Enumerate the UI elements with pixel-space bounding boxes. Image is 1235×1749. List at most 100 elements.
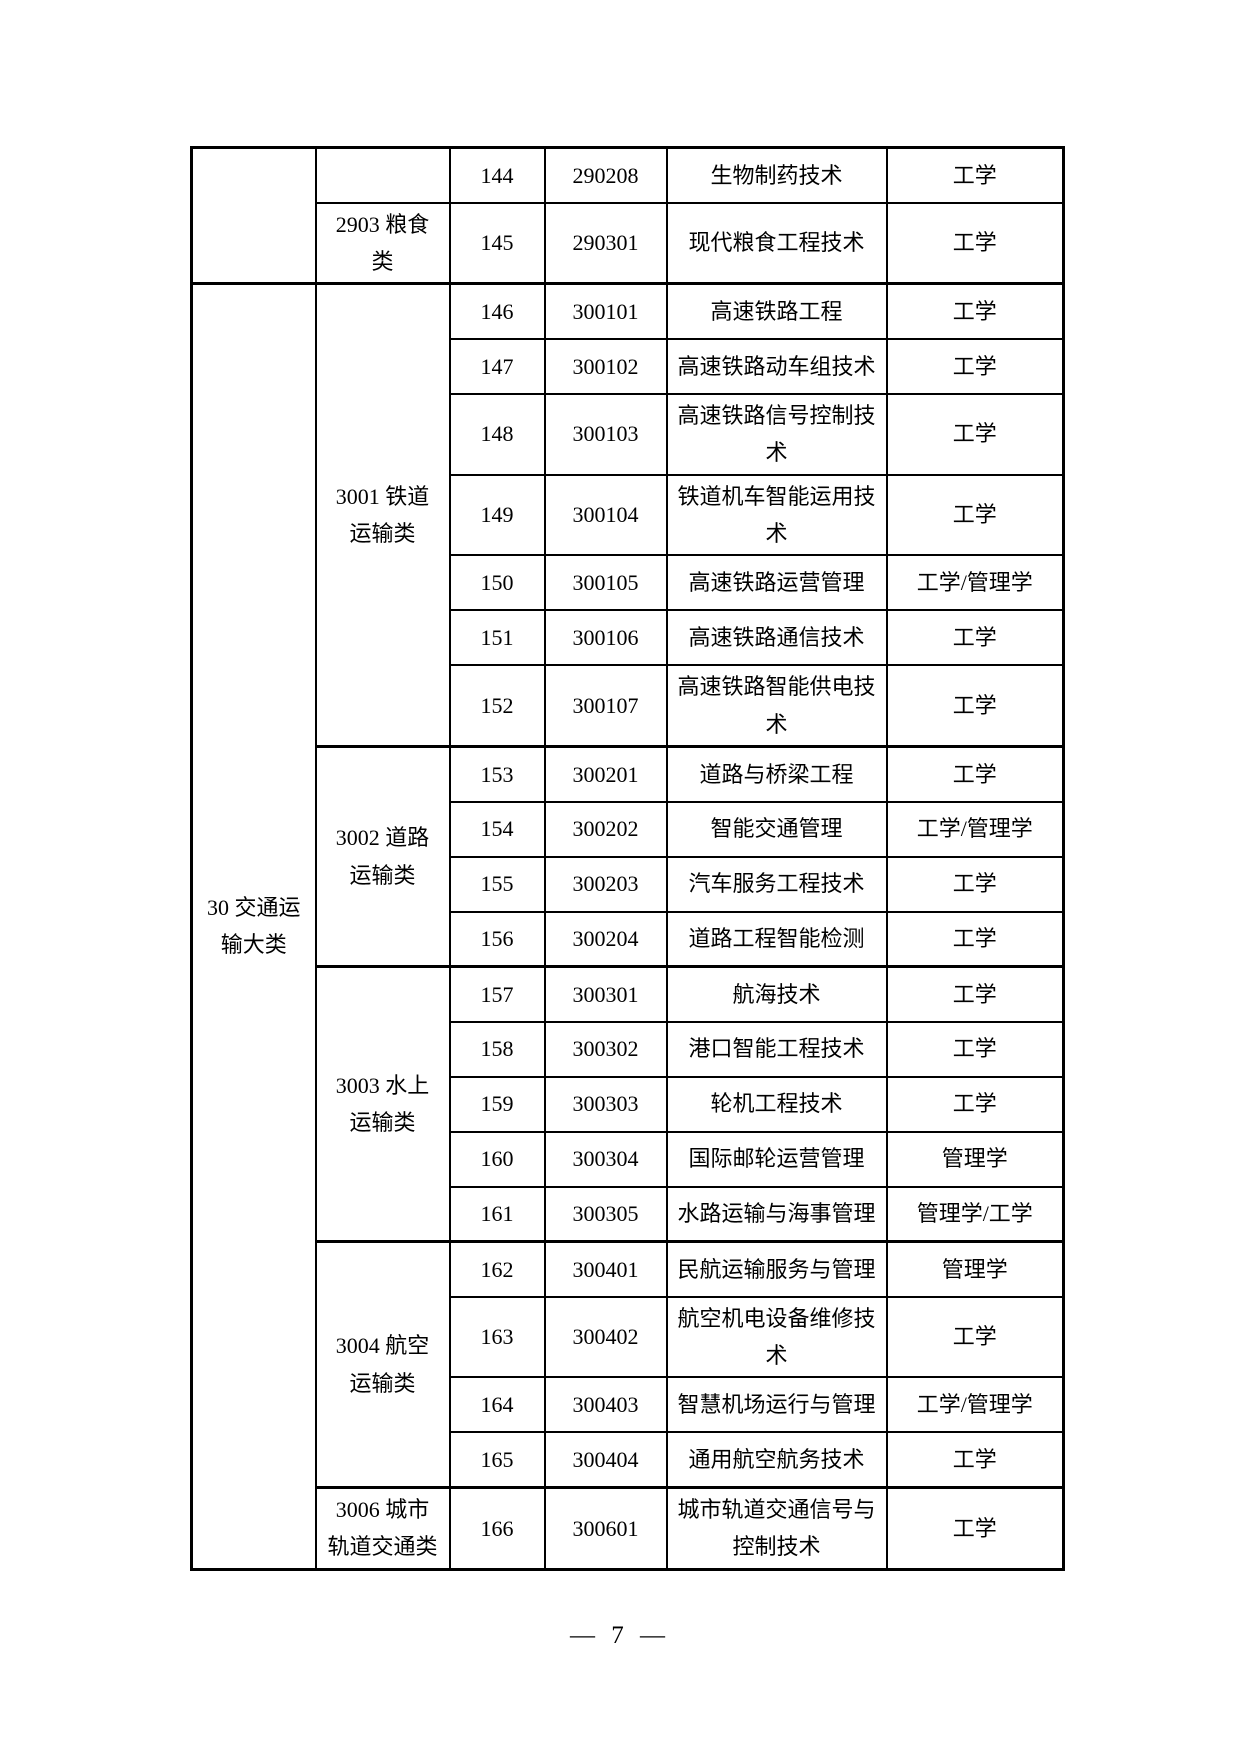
- table-row: 159 300303 轮机工程技术 工学: [192, 1075, 1065, 1133]
- cell-code: 300201: [543, 745, 668, 803]
- cell-major: 铁道机车智能运用技术: [665, 473, 888, 557]
- table-row: 158 300302 港口智能工程技术 工学: [192, 1020, 1065, 1078]
- cell-degree: 管理学: [885, 1130, 1065, 1188]
- cell-degree: 管理学: [885, 1240, 1065, 1298]
- cell-major: 智能交通管理: [665, 800, 888, 858]
- cell-degree: 工学: [885, 1485, 1065, 1571]
- cell-degree: 工学: [885, 473, 1065, 557]
- cell-degree: 工学: [885, 745, 1065, 803]
- cell-major: 高速铁路运营管理: [665, 554, 888, 612]
- subcategory-label: 2903 粮食: [335, 211, 430, 237]
- table-row: 144 290208 生物制药技术 工学: [190, 146, 1065, 285]
- cell-code: 300601: [543, 1485, 668, 1571]
- cell-code: 300101: [543, 282, 668, 340]
- cell-major: 道路工程智能检测: [665, 910, 888, 968]
- table-row: 160 300304 国际邮轮运营管理 管理学: [192, 1130, 1065, 1188]
- cell-code: 300204: [543, 910, 668, 968]
- cell-no: 154: [448, 800, 546, 858]
- cell-major: 城市轨道交通信号与控制技术: [665, 1485, 888, 1571]
- cell-no: 149: [448, 473, 546, 557]
- table-row: 30 交通运 输大类 3001 铁道 运输类 146 300101 高速铁路工程…: [190, 282, 1065, 1571]
- cell-degree: 工学: [885, 664, 1065, 748]
- subcategory-label: 3004 航空: [335, 1333, 430, 1359]
- cell-degree: 工学: [885, 337, 1065, 395]
- cell-no: 164: [448, 1376, 546, 1434]
- table-row: 2903 粮食 类 145 290301 现代粮食工程技术 工学: [192, 201, 1065, 285]
- cell-major: 民航运输服务与管理: [665, 1240, 888, 1298]
- category-label: 30 交通运: [206, 895, 301, 921]
- majors-table: 144 290208 生物制药技术 工学 2903 粮食 类 145 29030…: [190, 146, 1065, 1571]
- subcategory-cell: 2903 粮食 类: [314, 201, 451, 285]
- cell-degree: 工学: [885, 201, 1065, 285]
- subcategory-label: 运输类: [349, 862, 416, 888]
- cell-major: 高速铁路信号控制技术: [665, 392, 888, 476]
- cell-no: 166: [448, 1485, 546, 1571]
- cell-degree: 管理学/工学: [885, 1185, 1065, 1243]
- table-row: 163 300402 航空机电设备维修技术 工学: [192, 1295, 1065, 1379]
- subcategory-label: 运输类: [349, 1110, 416, 1136]
- table-row: 147 300102 高速铁路动车组技术 工学: [192, 337, 1065, 395]
- cell-degree: 工学: [885, 146, 1065, 204]
- cell-no: 160: [448, 1130, 546, 1188]
- cell-degree: 工学: [885, 965, 1065, 1023]
- table-row: 150 300105 高速铁路运营管理 工学/管理学: [192, 554, 1065, 612]
- cell-no: 165: [448, 1431, 546, 1489]
- cell-code: 300103: [543, 392, 668, 476]
- cell-major: 现代粮食工程技术: [665, 201, 888, 285]
- table-row: 149 300104 铁道机车智能运用技术 工学: [192, 473, 1065, 557]
- cell-code: 300102: [543, 337, 668, 395]
- cell-code: 300106: [543, 609, 668, 667]
- cell-code: 300403: [543, 1376, 668, 1434]
- cell-code: 300304: [543, 1130, 668, 1188]
- cell-code: 300202: [543, 800, 668, 858]
- cell-degree: 工学/管理学: [885, 1376, 1065, 1434]
- table-row: 161 300305 水路运输与海事管理 管理学/工学: [192, 1185, 1065, 1243]
- cell-degree: 工学: [885, 910, 1065, 968]
- subcategory-cell: 3003 水上 运输类: [314, 965, 451, 1243]
- cell-no: 147: [448, 337, 546, 395]
- cell-degree: 工学: [885, 855, 1065, 913]
- subcategory-label: 3003 水上: [335, 1072, 430, 1098]
- cell-code: 300302: [543, 1020, 668, 1078]
- cell-no: 158: [448, 1020, 546, 1078]
- cell-major: 智慧机场运行与管理: [665, 1376, 888, 1434]
- table-row: 155 300203 汽车服务工程技术 工学: [192, 855, 1065, 913]
- table-row: 165 300404 通用航空航务技术 工学: [192, 1431, 1065, 1489]
- table-row: 154 300202 智能交通管理 工学/管理学: [192, 800, 1065, 858]
- subcategory-label: 类: [371, 248, 394, 274]
- cell-code: 300107: [543, 664, 668, 748]
- subcategory-cell: 3004 航空 运输类: [314, 1240, 451, 1489]
- cell-major: 港口智能工程技术: [665, 1020, 888, 1078]
- cell-major: 轮机工程技术: [665, 1075, 888, 1133]
- cell-major: 航空机电设备维修技术: [665, 1295, 888, 1379]
- cell-code: 290208: [543, 146, 668, 204]
- cell-degree: 工学: [885, 1295, 1065, 1379]
- table-row: 148 300103 高速铁路信号控制技术 工学: [192, 392, 1065, 476]
- subcategory-label: 3001 铁道: [335, 483, 430, 509]
- cell-code: 290301: [543, 201, 668, 285]
- cell-no: 161: [448, 1185, 546, 1243]
- cell-no: 150: [448, 554, 546, 612]
- cell-no: 162: [448, 1240, 546, 1298]
- table-row: 152 300107 高速铁路智能供电技术 工学: [192, 664, 1065, 748]
- subcategory-cell: 3002 道路 运输类: [314, 745, 451, 968]
- cell-major: 高速铁路工程: [665, 282, 888, 340]
- subcategory-cell-empty: [314, 146, 451, 204]
- cell-degree: 工学/管理学: [885, 800, 1065, 858]
- cell-no: 156: [448, 910, 546, 968]
- cell-degree: 工学: [885, 392, 1065, 476]
- cell-code: 300305: [543, 1185, 668, 1243]
- cell-no: 163: [448, 1295, 546, 1379]
- cell-no: 145: [448, 201, 546, 285]
- table-row: 151 300106 高速铁路通信技术 工学: [192, 609, 1065, 667]
- cell-code: 300303: [543, 1075, 668, 1133]
- subcategory-label: 3006 城市: [335, 1496, 430, 1522]
- cell-major: 汽车服务工程技术: [665, 855, 888, 913]
- cell-major: 国际邮轮运营管理: [665, 1130, 888, 1188]
- cell-code: 300402: [543, 1295, 668, 1379]
- cell-code: 300404: [543, 1431, 668, 1489]
- cell-major: 高速铁路动车组技术: [665, 337, 888, 395]
- subcategory-label: 3002 道路: [335, 825, 430, 851]
- cell-degree: 工学: [885, 1431, 1065, 1489]
